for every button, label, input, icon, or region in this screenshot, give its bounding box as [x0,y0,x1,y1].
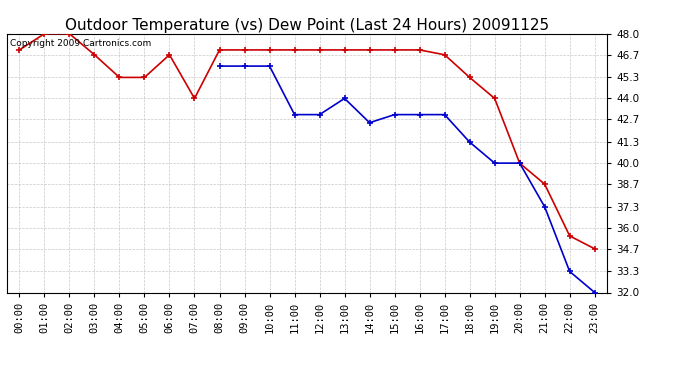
Text: Copyright 2009 Cartronics.com: Copyright 2009 Cartronics.com [10,39,151,48]
Title: Outdoor Temperature (vs) Dew Point (Last 24 Hours) 20091125: Outdoor Temperature (vs) Dew Point (Last… [65,18,549,33]
